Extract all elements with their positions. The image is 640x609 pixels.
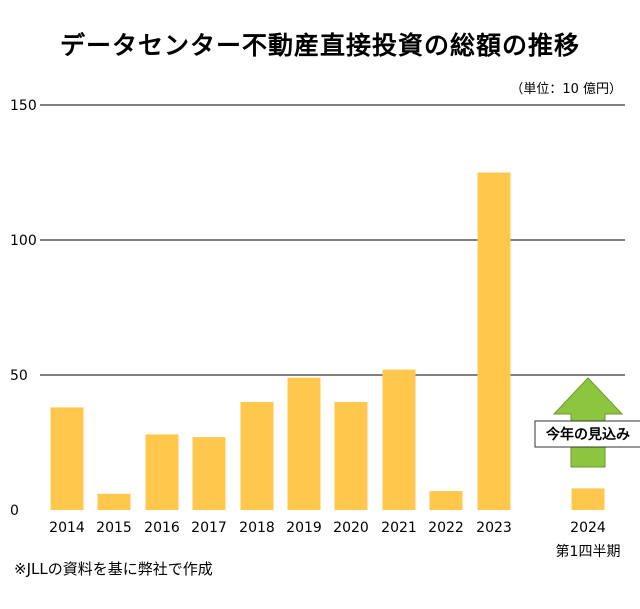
- y-tick-label: 0: [10, 503, 19, 519]
- bar-2022: [429, 491, 463, 510]
- x-tick-label: 2014: [49, 520, 85, 536]
- x-tick-label: 2016: [144, 520, 180, 536]
- bar-2014: [50, 407, 84, 510]
- bar-2017: [192, 437, 226, 510]
- x-tick-label: 2018: [239, 520, 275, 536]
- x-tick-label: 2015: [96, 520, 132, 536]
- x-tick-sublabel: 第1四半期: [556, 543, 621, 560]
- bar-2020: [334, 402, 368, 510]
- y-tick-label: 150: [10, 98, 37, 114]
- annotation-box: [534, 420, 640, 448]
- x-tick-label: 2019: [286, 520, 322, 536]
- x-tick-label: 2017: [191, 520, 227, 536]
- bar-2021: [382, 369, 416, 510]
- x-tick-label: 2021: [381, 520, 417, 536]
- bar-2015: [97, 493, 131, 510]
- bar-2016: [145, 434, 179, 510]
- bar-2018: [240, 402, 274, 510]
- y-tick-label: 50: [10, 368, 28, 384]
- chart-title: データセンター不動産直接投資の総額の推移: [59, 31, 580, 60]
- source-note: ※JLLの資料を基に弊社で作成: [14, 560, 213, 578]
- bar-2019: [287, 377, 321, 510]
- x-tick-label: 2020: [333, 520, 369, 536]
- x-tick-label: 2024: [570, 520, 606, 536]
- bar-2023: [477, 172, 511, 510]
- y-tick-label: 100: [10, 233, 37, 249]
- x-tick-label: 2023: [476, 520, 512, 536]
- x-tick-label: 2022: [428, 520, 464, 536]
- bar-2024: [571, 488, 605, 510]
- unit-label: （単位：10 億円）: [510, 82, 622, 97]
- annotation-label: 今年の見込み: [545, 426, 630, 443]
